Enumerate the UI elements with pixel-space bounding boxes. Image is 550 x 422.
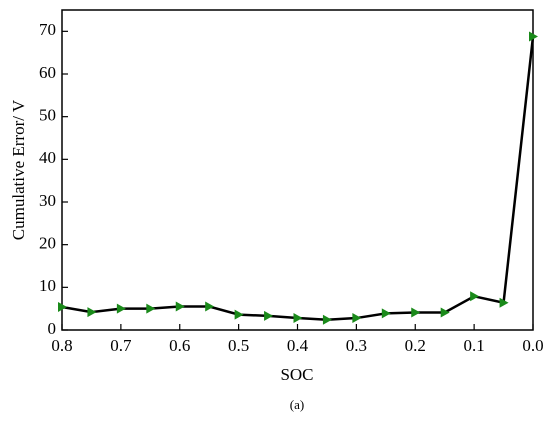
x-tick-label: 0.1 (464, 336, 485, 355)
point-marker (499, 297, 509, 308)
y-tick-label: 20 (39, 234, 56, 253)
y-tick-label: 50 (39, 106, 56, 125)
point-marker (352, 313, 362, 324)
y-tick-label: 40 (39, 148, 56, 167)
plot-frame (61, 9, 534, 331)
x-axis-label: SOC (280, 365, 313, 384)
y-tick-label: 70 (39, 20, 56, 39)
x-tick-label: 0.3 (346, 336, 367, 355)
x-tick-label: 0.8 (51, 336, 72, 355)
point-marker (322, 314, 332, 325)
x-tick-label: 0.2 (405, 336, 426, 355)
point-marker (411, 307, 421, 318)
point-marker (440, 307, 450, 318)
point-marker (146, 303, 156, 314)
x-tick-label: 0.0 (522, 336, 543, 355)
point-marker (381, 308, 391, 319)
y-axis-label: Cumulative Error/ V (9, 99, 28, 240)
point-marker (234, 309, 244, 320)
x-tick-label: 0.5 (228, 336, 249, 355)
point-marker (175, 301, 185, 312)
point-marker (529, 31, 538, 42)
point-marker (264, 310, 274, 321)
y-tick-label: 10 (39, 276, 56, 295)
point-marker (293, 313, 303, 324)
point-marker (470, 291, 480, 302)
point-marker (116, 303, 126, 314)
caption: (a) (290, 397, 304, 412)
point-marker (205, 301, 215, 312)
series-line (61, 36, 535, 322)
x-tick-label: 0.7 (110, 336, 132, 355)
y-tick-label: 0 (48, 319, 57, 338)
x-tick-label: 0.6 (169, 336, 190, 355)
y-tick-label: 30 (39, 191, 56, 210)
x-tick-label: 0.4 (287, 336, 309, 355)
point-marker (87, 307, 97, 318)
point-marker (58, 301, 67, 312)
y-tick-label: 60 (39, 63, 56, 82)
